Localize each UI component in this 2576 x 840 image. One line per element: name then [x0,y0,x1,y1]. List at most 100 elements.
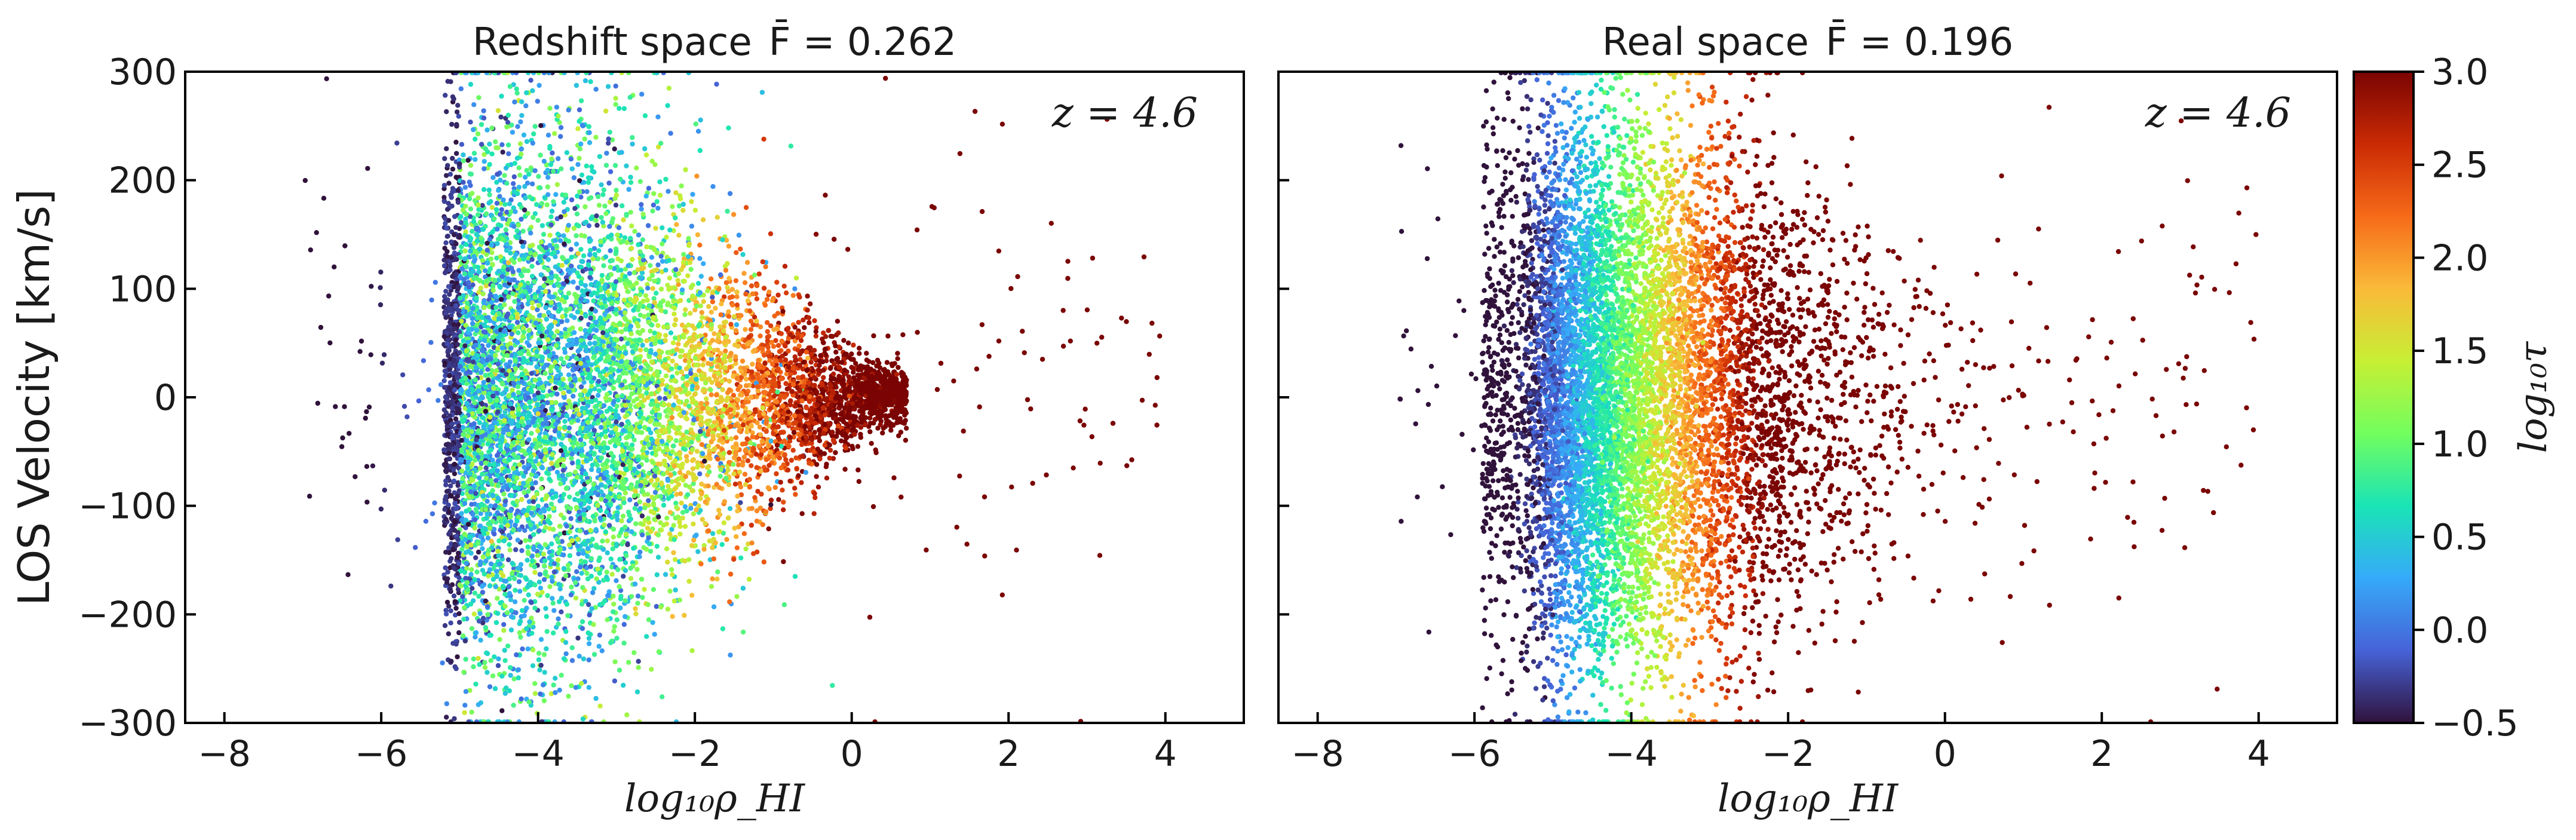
scatter-point [869,441,874,446]
scatter-point [781,507,786,513]
scatter-point [635,600,640,606]
scatter-point [609,572,615,577]
scatter-point [813,333,819,339]
scatter-point [713,305,718,311]
scatter-point [633,356,638,361]
scatter-point [660,241,665,247]
scatter-point [579,442,584,447]
scatter-point [603,163,609,168]
scatter-point [544,162,550,168]
scatter-point [754,322,759,327]
scatter-point [824,461,829,467]
scatter-point [857,345,862,351]
scatter-point [867,429,873,434]
scatter-point [679,348,685,354]
scatter-point [777,349,783,354]
scatter-point [711,348,717,353]
scatter-point [633,611,639,617]
scatter-point [444,146,449,152]
scatter-point [1124,463,1130,468]
scatter-point [961,428,966,434]
scatter-point [473,157,478,163]
scatter-point [446,180,452,186]
scatter-point [833,450,838,455]
scatter-point [611,534,616,540]
scatter-point [499,708,505,713]
scatter-point [494,201,500,206]
scatter-point [723,348,728,354]
scatter-point [587,140,593,145]
scatter-point [642,146,648,152]
scatter-point [536,657,542,663]
scatter-point [452,612,458,618]
scatter-point [627,396,633,401]
scatter-point [799,480,804,485]
scatter-point [851,369,856,375]
scatter-point [443,565,448,571]
scatter-point [650,459,656,465]
scatter-point [845,340,851,346]
scatter-point [691,511,697,517]
scatter-point [639,513,645,519]
scatter-point [507,547,513,553]
scatter-point [488,256,494,262]
scatter-point [467,214,473,219]
scatter-point [608,248,613,253]
scatter-point [510,560,515,566]
scatter-point [487,142,492,147]
scatter-point [549,461,554,466]
scatter-point [669,526,674,532]
scatter-point [652,631,657,637]
scatter-point [548,162,554,167]
scatter-point [596,256,601,262]
scatter-point [761,136,766,142]
scatter-point [743,292,749,297]
scatter-point [531,131,536,137]
scatter-point [821,375,826,381]
scatter-point [462,185,468,190]
scatter-point [800,366,806,372]
scatter-point [456,620,462,625]
scatter-point [760,405,765,411]
scatter-point [802,325,807,330]
scatter-point [896,364,901,370]
scatter-point [768,231,774,237]
scatter-point [522,174,528,180]
scatter-point [665,283,670,288]
scatter-point [486,187,492,193]
scatter-point [685,273,691,278]
scatter-point [977,404,982,410]
scatter-point [318,324,324,330]
scatter-point [725,285,730,290]
scatter-point [663,396,668,401]
scatter-point [601,440,607,446]
scatter-point [699,491,704,496]
redshift-space-panel: Redshift space F̄ = 0.262 z = 4.6 −8 −6 −4−… [9,19,1245,821]
scatter-point [651,191,657,197]
scatter-point [758,333,763,339]
scatter-point [814,462,820,467]
scatter-point [1082,406,1088,412]
scatter-point [754,519,760,524]
scatter-point [561,566,567,571]
scatter-point [649,255,655,260]
scatter-point [559,166,564,171]
scatter-point [476,549,482,555]
scatter-points [302,72,1163,723]
scatter-point [522,613,527,618]
scatter-point [433,280,438,285]
scatter-point [637,347,643,352]
scatter-point [677,354,683,360]
scatter-point [468,602,474,607]
scatter-point [511,566,517,571]
scatter-point [735,344,741,349]
scatter-point [560,255,565,260]
scatter-point [783,290,789,296]
scatter-point [663,333,668,338]
scatter-point [519,216,524,222]
scatter-point [662,459,667,464]
scatter-point [660,259,666,264]
scatter-point [658,192,663,198]
scatter-point [586,657,591,663]
scatter-point [519,608,525,614]
